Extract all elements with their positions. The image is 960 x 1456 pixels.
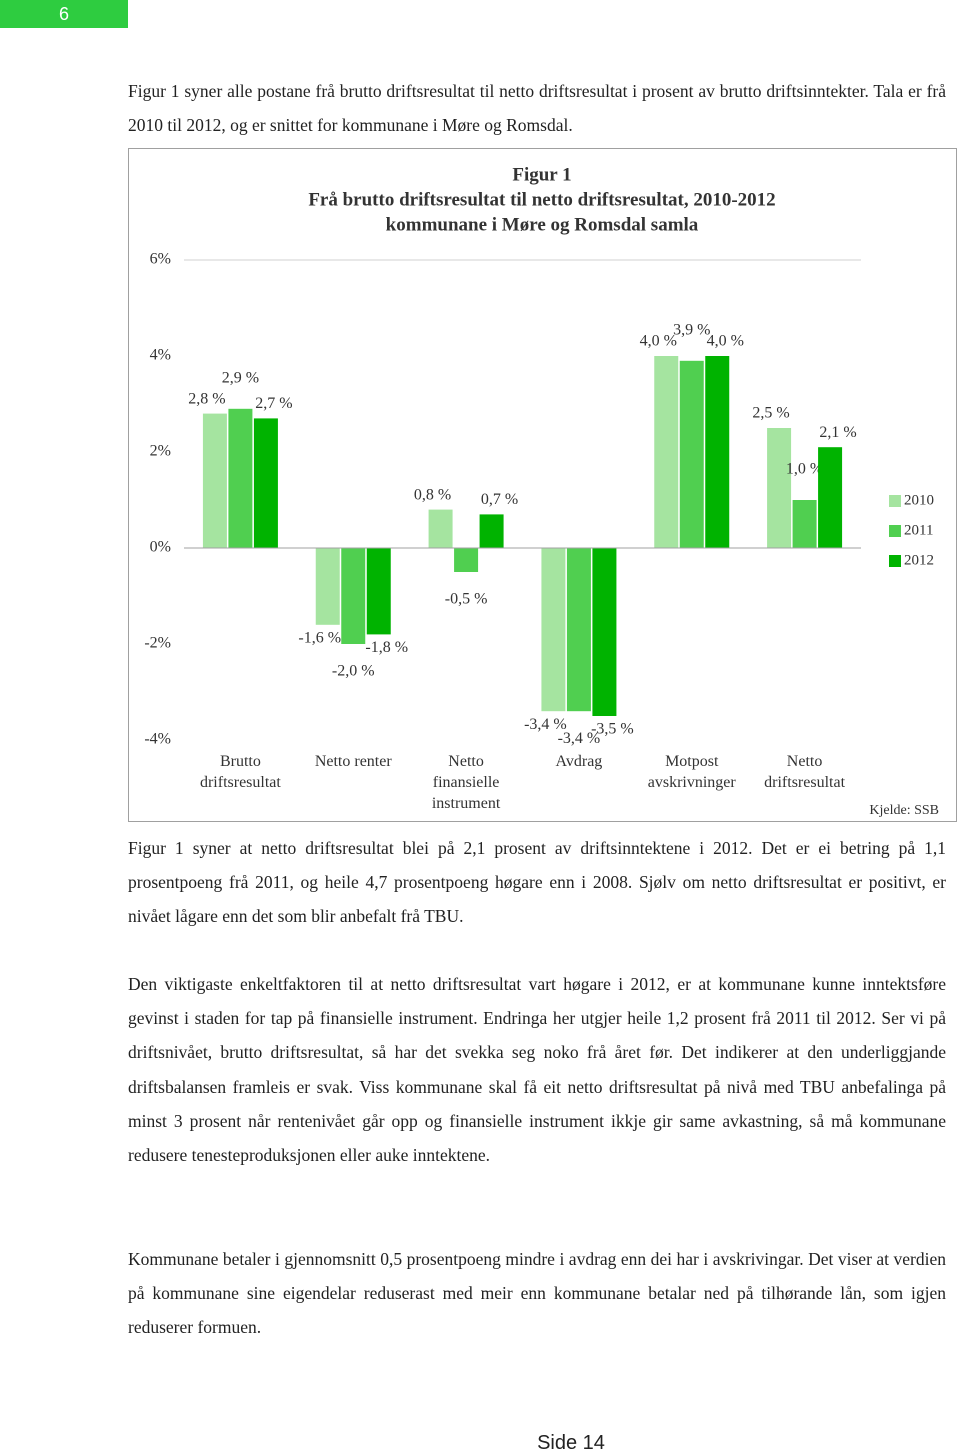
y-tick-label: 0% — [150, 539, 171, 556]
bar — [428, 509, 453, 548]
bar — [479, 514, 504, 548]
chart-subtitle: Frå brutto driftsresultat til netto drif… — [308, 189, 775, 210]
y-tick-label: -4% — [144, 731, 171, 748]
paragraph: Figur 1 syner at netto driftsresultat bl… — [128, 838, 946, 927]
bar — [366, 548, 391, 635]
bar — [654, 356, 679, 548]
data-label: -2,0 % — [332, 663, 375, 680]
bar — [315, 548, 340, 625]
paragraph: Figur 1 syner alle postane frå brutto dr… — [128, 81, 946, 136]
chart-subtitle: kommunane i Møre og Romsdal samla — [386, 214, 699, 235]
footer: Side 14 — [537, 1432, 605, 1454]
source: Kjelde: SSB — [869, 803, 939, 818]
x-tick-label: Brutto driftsresultat — [199, 753, 281, 791]
bar — [253, 418, 278, 548]
data-label: 2,7 % — [255, 395, 292, 412]
data-label: -1,8 % — [365, 639, 408, 656]
legend-label: 2012 — [904, 552, 934, 568]
bar — [679, 360, 704, 548]
chart-box: Figur 1 Frå brutto driftsresultat til ne… — [128, 148, 957, 822]
paragraph: Den viktigaste enkeltfaktoren til at net… — [128, 974, 946, 1166]
x-tick-label: Netto finansielle instrument — [431, 753, 501, 812]
data-label: -3,4 % — [524, 716, 567, 733]
data-label: -3,4 % — [558, 730, 601, 747]
x-tick-label: Avdrag — [555, 753, 603, 770]
legend-swatch — [889, 495, 901, 507]
data-label: 1,0 % — [786, 461, 823, 478]
data-label: -1,6 % — [298, 629, 341, 646]
bar — [705, 356, 730, 548]
data-label: -3,5 % — [591, 721, 634, 738]
data-label: 2,5 % — [752, 405, 789, 422]
bar — [792, 500, 817, 548]
y-tick-label: 2% — [150, 443, 171, 460]
data-label: 2,8 % — [188, 390, 225, 407]
chart: Figur 1 Frå brutto driftsresultat til ne… — [144, 164, 939, 818]
bar — [341, 548, 366, 644]
legend-swatch — [889, 525, 901, 537]
y-tick-label: -2% — [144, 635, 171, 652]
data-label: 2,1 % — [819, 424, 856, 441]
legend-label: 2011 — [904, 522, 933, 538]
data-label: 4,0 % — [640, 333, 677, 350]
bar — [592, 548, 617, 716]
bar — [818, 447, 843, 548]
data-label: -0,5 % — [445, 591, 488, 608]
y-tick-label: 6% — [150, 251, 171, 268]
data-label: 3,9 % — [673, 321, 710, 338]
bar — [566, 548, 591, 712]
paragraph: Kommunane betaler i gjennomsnitt 0,5 pro… — [128, 1249, 946, 1338]
bar — [228, 408, 253, 548]
bar — [202, 413, 227, 548]
data-label: 0,8 % — [414, 486, 451, 503]
x-tick-label: Netto renter — [314, 753, 392, 770]
data-label: 4,0 % — [707, 333, 744, 350]
data-label: 2,9 % — [222, 369, 259, 386]
bar — [541, 548, 566, 712]
page-number: 6 — [0, 0, 128, 28]
bar — [767, 428, 792, 548]
legend-label: 2010 — [904, 492, 934, 508]
chart-title: Figur 1 — [512, 164, 571, 185]
x-tick-label: Motpost avskrivninger — [647, 753, 736, 791]
legend-swatch — [889, 555, 901, 567]
y-tick-label: 4% — [150, 347, 171, 364]
data-label: 0,7 % — [481, 491, 518, 508]
bar — [454, 548, 479, 572]
x-tick-label: Netto driftsresultat — [764, 753, 846, 791]
